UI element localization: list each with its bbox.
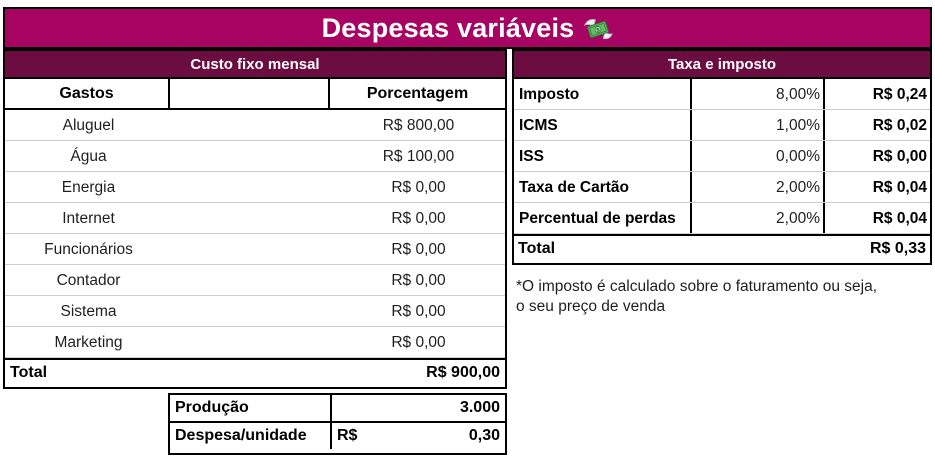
tax-row: Taxa de Cartão 2,00% R$ 0,04 [514, 172, 930, 203]
expense-label: Marketing [54, 334, 123, 351]
expense-spacer [172, 172, 332, 202]
tax-row: ISS 0,00% R$ 0,00 [514, 141, 930, 172]
tax-percent: 0,00% [692, 141, 825, 171]
expense-label: Energia [61, 179, 116, 196]
unit-expense-value-cell: R$ 0,30 [332, 423, 505, 449]
expense-spacer [172, 141, 332, 171]
svg-text:$: $ [596, 27, 601, 34]
column-header-porcentagem: Porcentagem [366, 85, 469, 102]
fixed-costs-column-header-row: Gastos Porcentagem [5, 79, 505, 110]
taxes-total-value: R$ 0,33 [869, 239, 926, 257]
title-bar: Despesas variáveis $ [3, 7, 932, 49]
expense-spacer [172, 327, 332, 357]
expense-spacer [172, 203, 332, 233]
production-value: 3.000 [459, 399, 500, 416]
tax-value: R$ 0,04 [872, 179, 927, 196]
expense-value: R$ 0,00 [391, 241, 446, 258]
tax-label: Percentual de perdas [514, 203, 692, 233]
tax-value: R$ 0,04 [872, 210, 927, 227]
tax-value: R$ 0,24 [872, 86, 927, 103]
tax-percent: 8,00% [692, 79, 825, 109]
tax-percent: 2,00% [692, 172, 825, 202]
expense-label: Internet [62, 210, 115, 227]
tax-row: Percentual de perdas 2,00% R$ 0,04 [514, 203, 930, 234]
unit-expense-label: Despesa/unidade [170, 423, 332, 449]
tax-note-line2: o seu preço de venda [516, 298, 666, 315]
expense-value: R$ 0,00 [391, 272, 446, 289]
unit-expense-value: 0,30 [468, 427, 500, 444]
expense-value: R$ 800,00 [382, 117, 455, 134]
expense-label: Funcionários [44, 241, 133, 258]
column-header-gastos: Gastos [5, 79, 170, 108]
unit-expense-row: Despesa/unidade R$ 0,30 [170, 423, 505, 449]
expense-label: Aluguel [62, 117, 115, 134]
fixed-costs-table: Custo fixo mensal Gastos Porcentagem Alu… [3, 49, 507, 389]
expense-spacer [172, 234, 332, 264]
tax-row: ICMS 1,00% R$ 0,02 [514, 110, 930, 141]
production-box: Produção 3.000 Despesa/unidade R$ 0,30 [168, 393, 507, 455]
unit-expense-currency: R$ [337, 427, 358, 444]
expense-label: Água [70, 148, 107, 165]
expense-spacer [172, 296, 332, 326]
taxes-header: Taxa e imposto [514, 51, 930, 79]
expense-spacer [172, 110, 332, 140]
expense-value: R$ 0,00 [391, 334, 446, 351]
tax-row: Imposto 8,00% R$ 0,24 [514, 79, 930, 110]
tax-percent: 1,00% [692, 110, 825, 140]
tax-value: R$ 0,02 [872, 117, 927, 134]
taxes-table: Taxa e imposto Imposto 8,00% R$ 0,24 ICM… [512, 49, 932, 265]
tax-note-line1: *O imposto é calculado sobre o faturamen… [516, 278, 878, 295]
expense-value: R$ 100,00 [382, 148, 455, 165]
fixed-costs-total-value: R$ 900,00 [426, 363, 500, 381]
taxes-total-label: Total [518, 239, 556, 257]
fixed-costs-total-row: Total R$ 900,00 [5, 358, 505, 385]
page-title: Despesas variáveis [321, 12, 575, 43]
tax-note: *O imposto é calculado sobre o faturamen… [516, 277, 932, 317]
expense-row: Funcionários R$ 0,00 [5, 234, 505, 265]
production-row: Produção 3.000 [170, 395, 505, 423]
fixed-costs-header: Custo fixo mensal [5, 51, 505, 79]
expense-value: R$ 0,00 [391, 179, 446, 196]
expense-label: Sistema [60, 303, 117, 320]
column-header-empty [170, 79, 330, 108]
fixed-costs-total-label: Total [10, 363, 48, 381]
expense-row: Contador R$ 0,00 [5, 265, 505, 296]
taxes-total-row: Total R$ 0,33 [514, 234, 930, 261]
expense-label: Contador [56, 272, 121, 289]
tax-label: ISS [514, 141, 692, 171]
production-label: Produção [170, 395, 332, 421]
expense-spacer [172, 265, 332, 295]
expense-row: Marketing R$ 0,00 [5, 327, 505, 358]
expense-value: R$ 0,00 [391, 210, 446, 227]
tax-label: Imposto [514, 79, 692, 109]
expense-row: Internet R$ 0,00 [5, 203, 505, 234]
expense-value: R$ 0,00 [391, 303, 446, 320]
tax-percent: 2,00% [692, 203, 825, 233]
tax-label: ICMS [514, 110, 692, 140]
tax-label: Taxa de Cartão [514, 172, 692, 202]
expense-row: Aluguel R$ 800,00 [5, 110, 505, 141]
money-with-wings-icon: $ [583, 14, 614, 43]
expense-row: Água R$ 100,00 [5, 141, 505, 172]
expense-row: Energia R$ 0,00 [5, 172, 505, 203]
expense-row: Sistema R$ 0,00 [5, 296, 505, 327]
tax-value: R$ 0,00 [872, 148, 927, 165]
